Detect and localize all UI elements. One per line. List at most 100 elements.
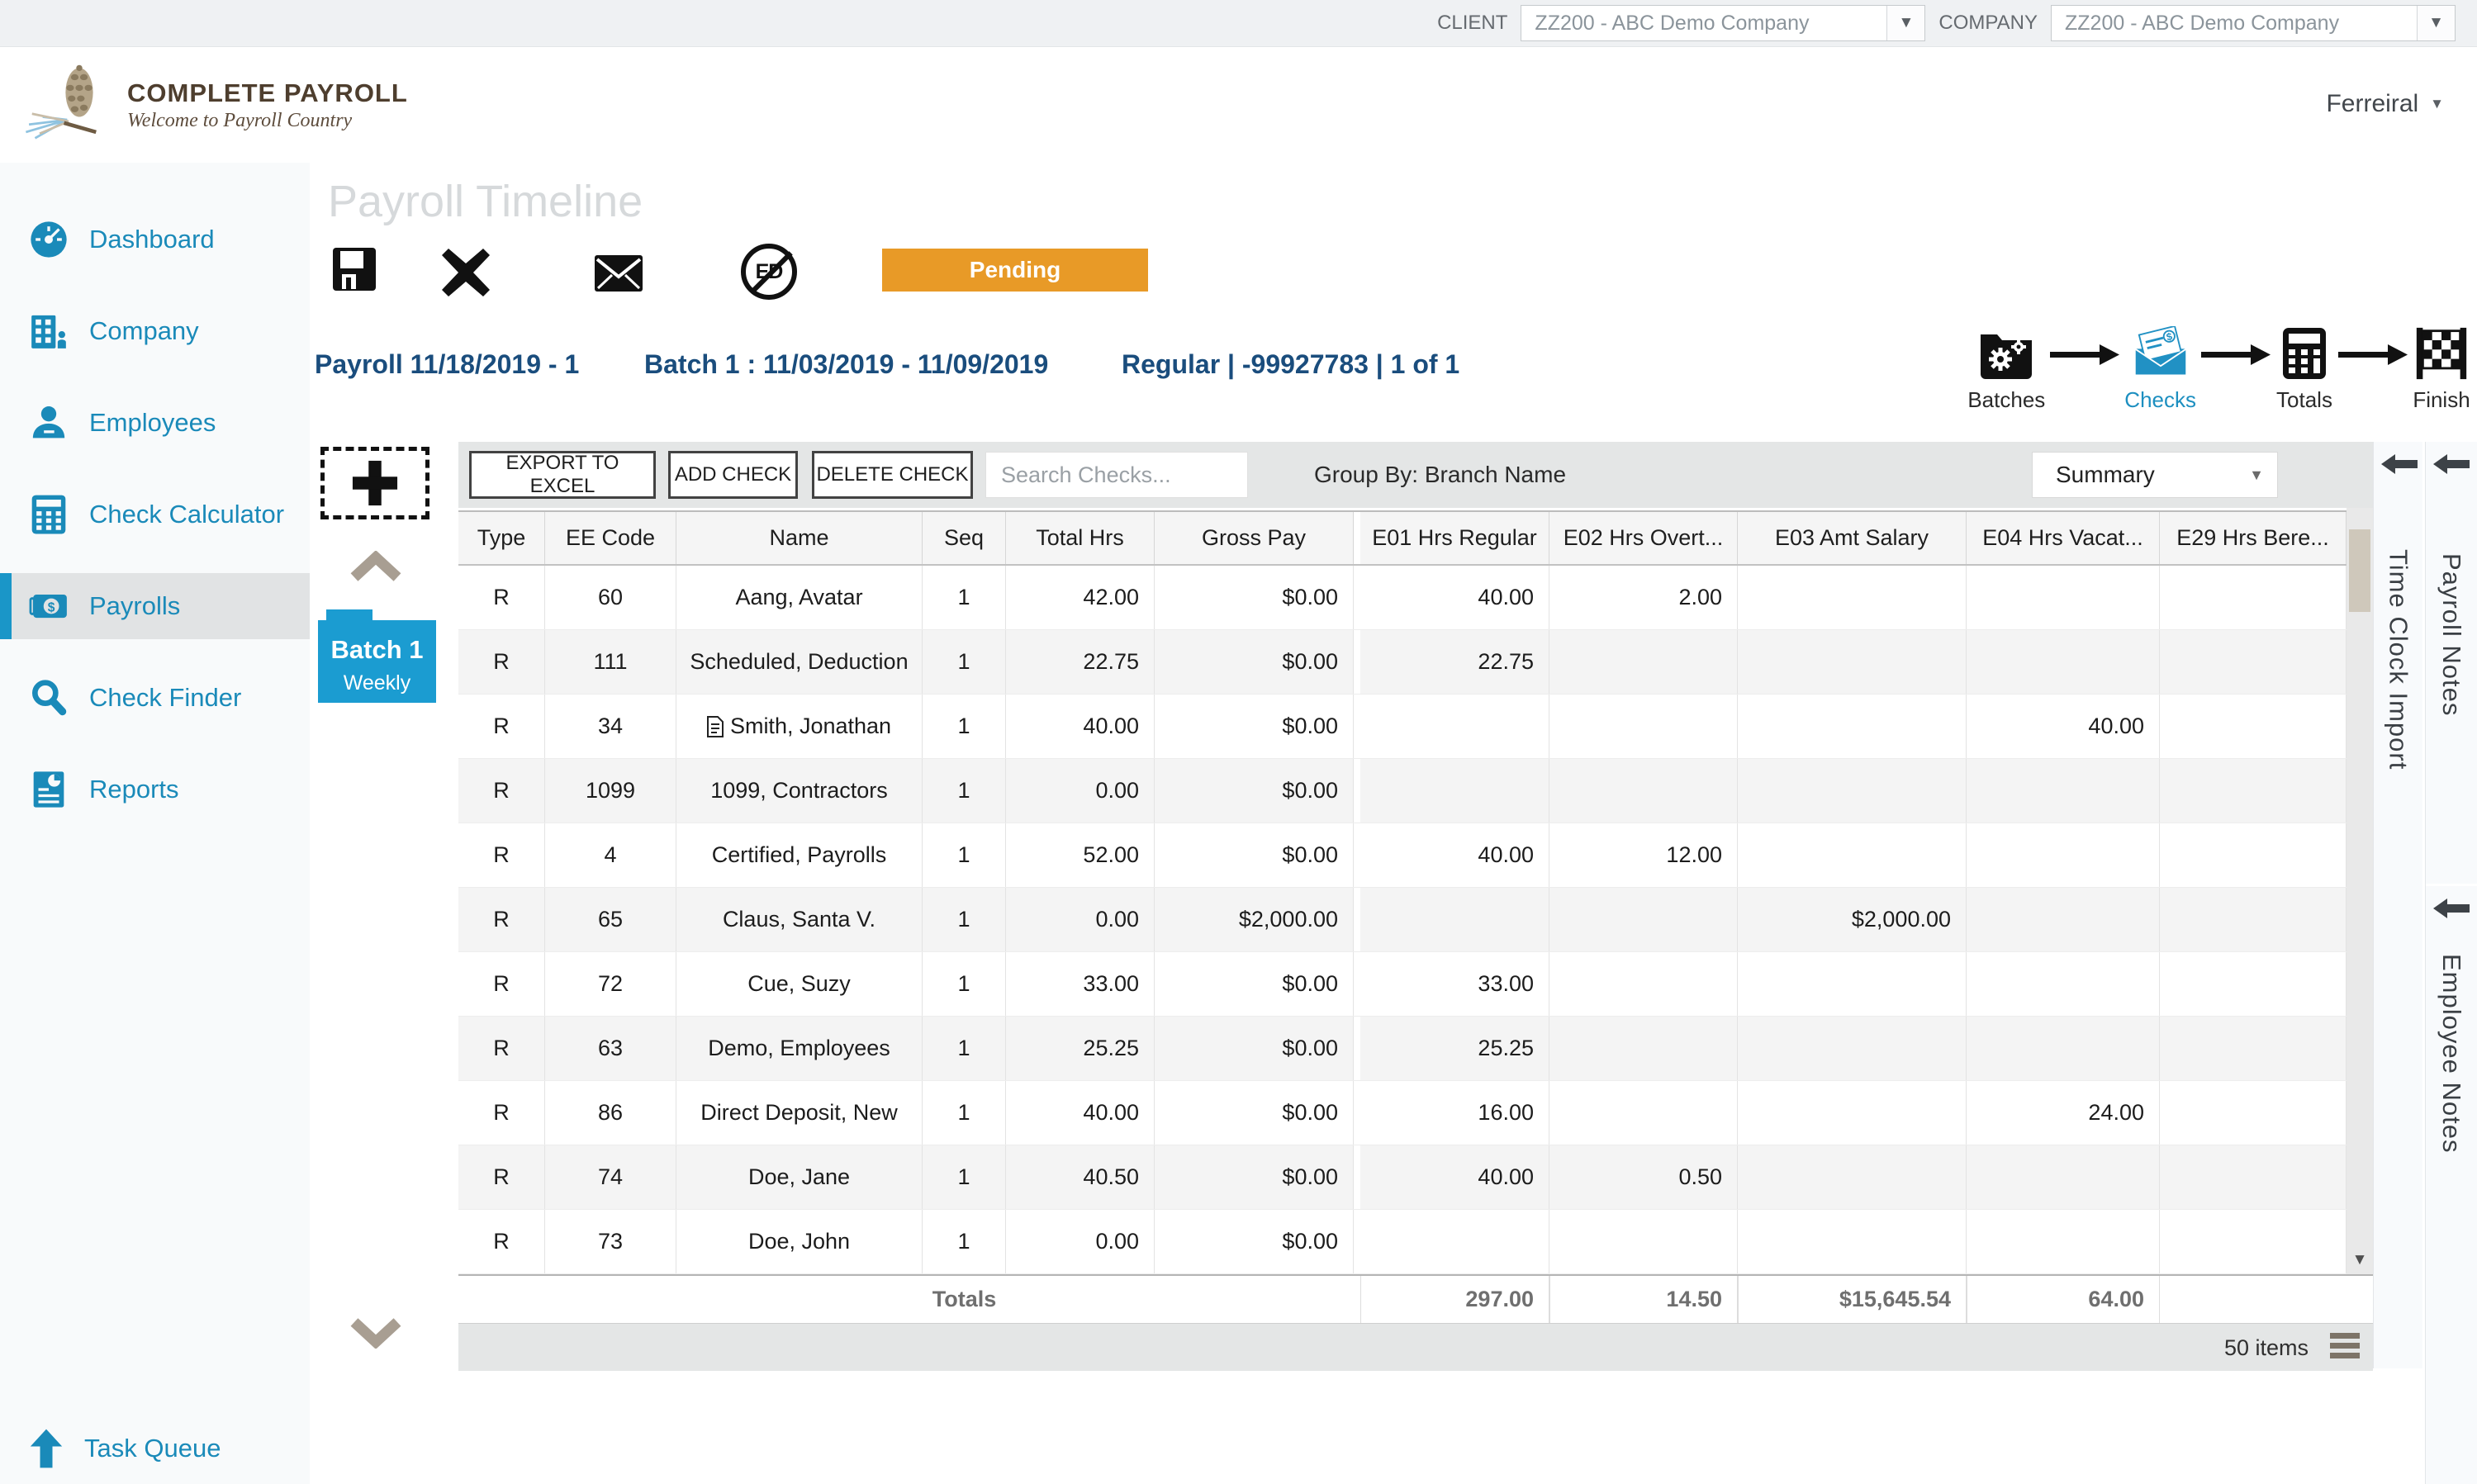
- cell-type[interactable]: R: [458, 952, 545, 1016]
- cell-e03[interactable]: [1738, 1081, 1967, 1145]
- sidebar-item-employees[interactable]: Employees: [0, 390, 310, 456]
- cell-name[interactable]: Demo, Employees: [676, 1017, 923, 1080]
- cell-gross-pay[interactable]: $0.00: [1155, 1145, 1354, 1209]
- sidebar-item-payrolls[interactable]: $ Payrolls: [0, 573, 310, 639]
- cell-type[interactable]: R: [458, 1145, 545, 1209]
- cell-e04[interactable]: [1967, 888, 2160, 951]
- table-row[interactable]: R 60 Aang, Avatar 1 42.00 $0.00 40.00 2.…: [458, 566, 2347, 630]
- cell-seq[interactable]: 1: [923, 1210, 1006, 1273]
- cell-e04[interactable]: 24.00: [1967, 1081, 2160, 1145]
- sidebar-item-reports[interactable]: Reports: [0, 756, 310, 823]
- cell-type[interactable]: R: [458, 630, 545, 694]
- cell-seq[interactable]: 1: [923, 630, 1006, 694]
- cell-ee-code[interactable]: 4: [545, 823, 676, 887]
- cell-e03[interactable]: [1738, 566, 1967, 629]
- batch-tab[interactable]: Batch 1 Weekly: [318, 609, 436, 703]
- user-menu[interactable]: Ferreiral ▼: [2326, 90, 2444, 118]
- cell-type[interactable]: R: [458, 1017, 545, 1080]
- cell-ee-code[interactable]: 73: [545, 1210, 676, 1273]
- workflow-step-batches[interactable]: Batches: [1967, 326, 2045, 413]
- cell-ee-code[interactable]: 72: [545, 952, 676, 1016]
- expand-left-arrow-icon[interactable]: [2381, 453, 2418, 475]
- cell-e01[interactable]: [1360, 695, 1549, 758]
- cell-name[interactable]: Certified, Payrolls: [676, 823, 923, 887]
- sidebar-item-check-finder[interactable]: Check Finder: [0, 665, 310, 731]
- cell-e29[interactable]: [2160, 566, 2347, 629]
- expand-left-arrow-icon[interactable]: [2433, 453, 2470, 475]
- cell-e03[interactable]: [1738, 1210, 1967, 1273]
- cell-ee-code[interactable]: 65: [545, 888, 676, 951]
- cell-e29[interactable]: [2160, 695, 2347, 758]
- cell-e29[interactable]: [2160, 1081, 2347, 1145]
- cell-e01[interactable]: 16.00: [1360, 1081, 1549, 1145]
- cell-type[interactable]: R: [458, 888, 545, 951]
- workflow-step-finish[interactable]: Finish: [2413, 326, 2470, 413]
- cell-e02[interactable]: [1549, 1081, 1738, 1145]
- cell-type[interactable]: R: [458, 566, 545, 629]
- mail-icon[interactable]: [595, 255, 643, 292]
- scrollbar-thumb[interactable]: [2349, 529, 2370, 612]
- workflow-step-totals[interactable]: Totals: [2275, 326, 2333, 413]
- cell-e01[interactable]: 40.00: [1360, 566, 1549, 629]
- cell-e01[interactable]: [1360, 888, 1549, 951]
- chevron-up-icon[interactable]: [349, 551, 402, 582]
- cell-seq[interactable]: 1: [923, 1081, 1006, 1145]
- cell-type[interactable]: R: [458, 759, 545, 823]
- cell-e03[interactable]: [1738, 952, 1967, 1016]
- cell-ee-code[interactable]: 111: [545, 630, 676, 694]
- cell-total-hrs[interactable]: 40.50: [1006, 1145, 1155, 1209]
- cell-e02[interactable]: [1549, 630, 1738, 694]
- cell-e02[interactable]: [1549, 888, 1738, 951]
- cell-e04[interactable]: [1967, 759, 2160, 823]
- time-clock-import-panel[interactable]: Time Clock Import: [2373, 442, 2422, 1368]
- cell-e01[interactable]: 22.75: [1360, 630, 1549, 694]
- cell-e04[interactable]: [1967, 566, 2160, 629]
- cell-seq[interactable]: 1: [923, 566, 1006, 629]
- search-checks-input[interactable]: [985, 452, 1248, 498]
- cell-gross-pay[interactable]: $0.00: [1155, 759, 1354, 823]
- cell-name[interactable]: Scheduled, Deduction: [676, 630, 923, 694]
- cell-e01[interactable]: 40.00: [1360, 823, 1549, 887]
- cell-e03[interactable]: [1738, 695, 1967, 758]
- cell-e02[interactable]: [1549, 1017, 1738, 1080]
- cell-gross-pay[interactable]: $0.00: [1155, 952, 1354, 1016]
- cell-e29[interactable]: [2160, 1017, 2347, 1080]
- chevron-down-icon[interactable]: [349, 1317, 402, 1349]
- cell-seq[interactable]: 1: [923, 823, 1006, 887]
- cell-e29[interactable]: [2160, 1145, 2347, 1209]
- cell-name[interactable]: Direct Deposit, New: [676, 1081, 923, 1145]
- cell-type[interactable]: R: [458, 1081, 545, 1145]
- sidebar-item-check-calculator[interactable]: Check Calculator: [0, 481, 310, 548]
- add-batch-button[interactable]: [320, 447, 429, 519]
- cell-ee-code[interactable]: 34: [545, 695, 676, 758]
- cell-e29[interactable]: [2160, 759, 2347, 823]
- cell-e02[interactable]: [1549, 759, 1738, 823]
- cancel-x-icon[interactable]: [442, 249, 490, 296]
- table-row[interactable]: R 63 Demo, Employees 1 25.25 $0.00 25.25: [458, 1017, 2347, 1081]
- cell-e03[interactable]: [1738, 630, 1967, 694]
- cell-e01[interactable]: 33.00: [1360, 952, 1549, 1016]
- column-header-e29[interactable]: E29 Hrs Bere...: [2160, 512, 2347, 564]
- cell-name[interactable]: Cue, Suzy: [676, 952, 923, 1016]
- cell-seq[interactable]: 1: [923, 759, 1006, 823]
- cell-e04[interactable]: [1967, 1145, 2160, 1209]
- table-row[interactable]: R 111 Scheduled, Deduction 1 22.75 $0.00…: [458, 630, 2347, 695]
- scrollbar-down-icon[interactable]: ▼: [2351, 1251, 2368, 1268]
- expand-left-arrow-icon[interactable]: [2433, 898, 2470, 919]
- cell-e04[interactable]: [1967, 952, 2160, 1016]
- vertical-scrollbar[interactable]: ▼: [2347, 508, 2373, 1274]
- cell-e29[interactable]: [2160, 888, 2347, 951]
- workflow-step-checks[interactable]: $ Checks: [2124, 326, 2196, 413]
- cell-total-hrs[interactable]: 33.00: [1006, 952, 1155, 1016]
- cell-e01[interactable]: [1360, 1210, 1549, 1273]
- cell-seq[interactable]: 1: [923, 888, 1006, 951]
- cell-e04[interactable]: 40.00: [1967, 695, 2160, 758]
- cell-e01[interactable]: 25.25: [1360, 1017, 1549, 1080]
- cell-seq[interactable]: 1: [923, 952, 1006, 1016]
- cell-seq[interactable]: 1: [923, 695, 1006, 758]
- column-header-e04[interactable]: E04 Hrs Vacat...: [1967, 512, 2160, 564]
- cell-e04[interactable]: [1967, 1017, 2160, 1080]
- cell-e29[interactable]: [2160, 630, 2347, 694]
- cell-e04[interactable]: [1967, 630, 2160, 694]
- cell-total-hrs[interactable]: 52.00: [1006, 823, 1155, 887]
